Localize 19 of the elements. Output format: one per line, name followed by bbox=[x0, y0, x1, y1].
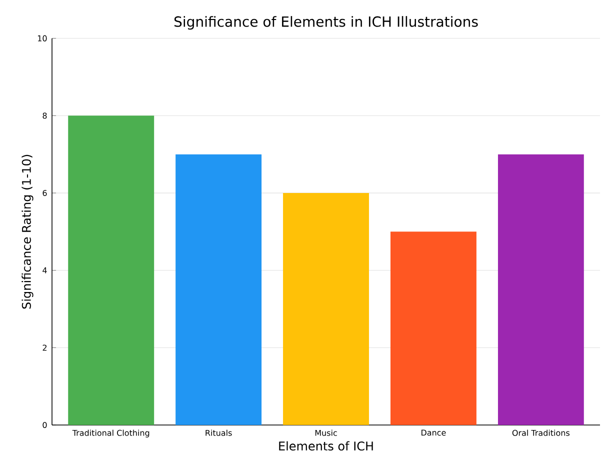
x-tick-label: Oral Traditions bbox=[512, 430, 570, 436]
x-tick-label: Dance bbox=[422, 430, 446, 436]
bar bbox=[68, 116, 154, 425]
y-tick-label: 4 bbox=[42, 267, 47, 274]
y-tick-label: 2 bbox=[42, 344, 46, 351]
y-tick-label: 0 bbox=[42, 422, 47, 428]
bar bbox=[176, 154, 262, 425]
x-tick-label: Traditional Clothing bbox=[72, 430, 150, 438]
y-axis-title: Significance Rating (1-10) bbox=[22, 154, 34, 309]
x-axis-title: Elements of ICH bbox=[279, 441, 373, 451]
y-tick-label: 6 bbox=[42, 190, 47, 196]
bar bbox=[498, 154, 584, 425]
x-tick-label: Music bbox=[315, 430, 337, 436]
y-tick-label: 10 bbox=[38, 35, 47, 42]
bar bbox=[390, 232, 476, 425]
bar bbox=[283, 192, 369, 425]
x-tick-label: Rituals bbox=[206, 430, 232, 436]
y-tick-label: 8 bbox=[42, 112, 47, 119]
chart-title: Significance of Elements in ICH Illustrations bbox=[174, 16, 478, 30]
